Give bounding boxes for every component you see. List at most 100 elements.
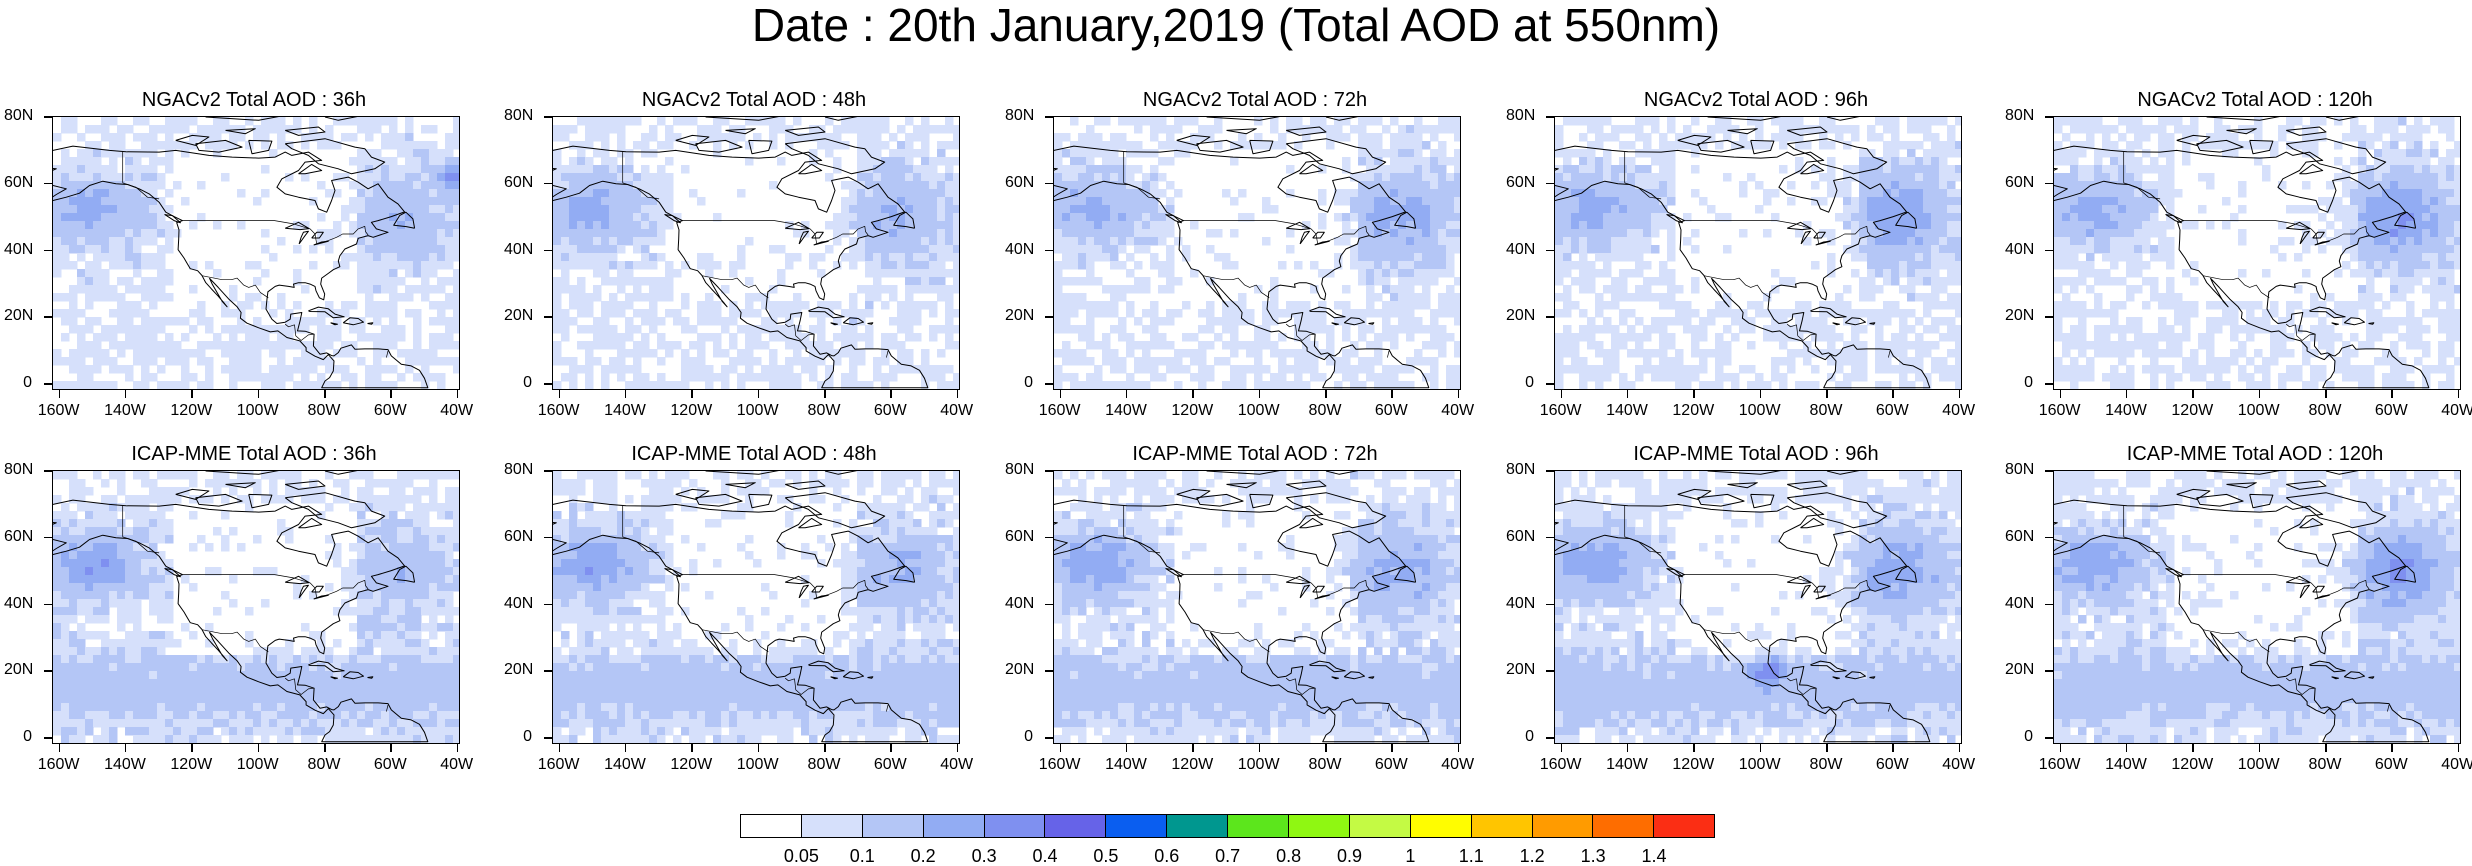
aod-cell [937,213,946,222]
aod-cell [1891,341,1900,350]
aod-cell [237,325,246,334]
aod-cell [1595,237,1604,246]
aod-cell [697,333,706,342]
aod-cell [2414,125,2423,134]
aod-cell [309,389,318,390]
aod-cell [117,213,126,222]
aod-cell [1118,141,1127,150]
aod-cell [1310,325,1319,334]
aod-cell [165,141,174,150]
aod-cell [1166,389,1175,390]
aod-cell [1078,173,1087,182]
aod-cell [1406,253,1415,262]
aod-cell [453,269,460,278]
aod-cell [2310,141,2319,150]
aod-cell [705,373,714,382]
aod-cell [93,381,102,390]
aod-cell [397,165,406,174]
aod-cell [149,205,158,214]
aod-cell [2118,213,2127,222]
aod-cell [213,389,222,390]
aod-cell [593,325,602,334]
aod-cell [601,301,610,310]
aod-cell [1667,117,1676,126]
aod-cell [617,197,626,206]
lon-tick-mark [625,390,627,398]
aod-cell [357,117,366,126]
aod-cell [1763,293,1772,302]
aod-cell [617,181,626,190]
aod-cell [1206,341,1215,350]
aod-cell [1699,365,1708,374]
aod-cell [325,341,334,350]
aod-cell [1787,309,1796,318]
aod-cell [197,213,206,222]
aod-cell [2398,117,2407,126]
aod-cell [1438,165,1447,174]
lat-tick-mark [544,183,552,185]
aod-cell [1915,389,1924,390]
aod-cell [1342,365,1351,374]
aod-cell [1691,117,1700,126]
aod-cell [1286,165,1295,174]
aod-field-svg [1555,117,1962,390]
lon-tick-mark [1627,390,1629,398]
aod-cell [125,301,134,310]
aod-cell [617,189,626,198]
aod-cell [1438,181,1447,190]
aod-cell [277,357,286,366]
aod-cell [1627,157,1636,166]
aod-cell [1454,133,1461,142]
aod-cell [413,269,422,278]
aod-cell [1390,253,1399,262]
aod-cell [2062,229,2071,238]
aod-cell [373,197,382,206]
aod-cell [1126,381,1135,390]
aod-cell [2110,205,2119,214]
national-border [1387,351,1389,358]
aod-cell [1563,245,1572,254]
aod-cell [1374,133,1383,142]
aod-cell [1875,333,1884,342]
aod-cell [1867,189,1876,198]
aod-cell [1675,373,1684,382]
aod-cell [1254,117,1263,126]
aod-cell [69,261,78,270]
aod-cell [1094,253,1103,262]
aod-cell [1563,221,1572,230]
aod-cell [1851,269,1860,278]
aod-cell [1715,373,1724,382]
aod-cell [1054,141,1063,150]
aod-cell [577,149,586,158]
aod-cell [897,157,906,166]
aod-cell [1867,253,1876,262]
aod-cell [1382,197,1391,206]
aod-cell [929,333,938,342]
aod-cell [77,373,86,382]
aod-cell [1358,277,1367,286]
aod-cell [2382,165,2391,174]
aod-cell [1446,205,1455,214]
aod-cell [1158,261,1167,270]
aod-cell [561,205,570,214]
aod-field-svg [1054,117,1461,390]
aod-cell [2358,213,2367,222]
aod-cell [857,125,866,134]
aod-cell [1422,269,1431,278]
aod-cell [413,349,422,358]
aod-cell [1390,117,1399,126]
aod-cell [381,197,390,206]
lake-outline [812,232,824,238]
aod-cell [649,133,658,142]
aod-cell [1390,373,1399,382]
aod-cell [1579,269,1588,278]
aod-cell [1126,229,1135,238]
aod-cell [1238,341,1247,350]
aod-cell [429,349,438,358]
lat-tick-label: 80N [1506,107,1534,125]
aod-cell [365,205,374,214]
aod-cell [1747,381,1756,390]
aod-cell [1603,325,1612,334]
aod-cell [1883,341,1892,350]
aod-cell [1643,285,1652,294]
